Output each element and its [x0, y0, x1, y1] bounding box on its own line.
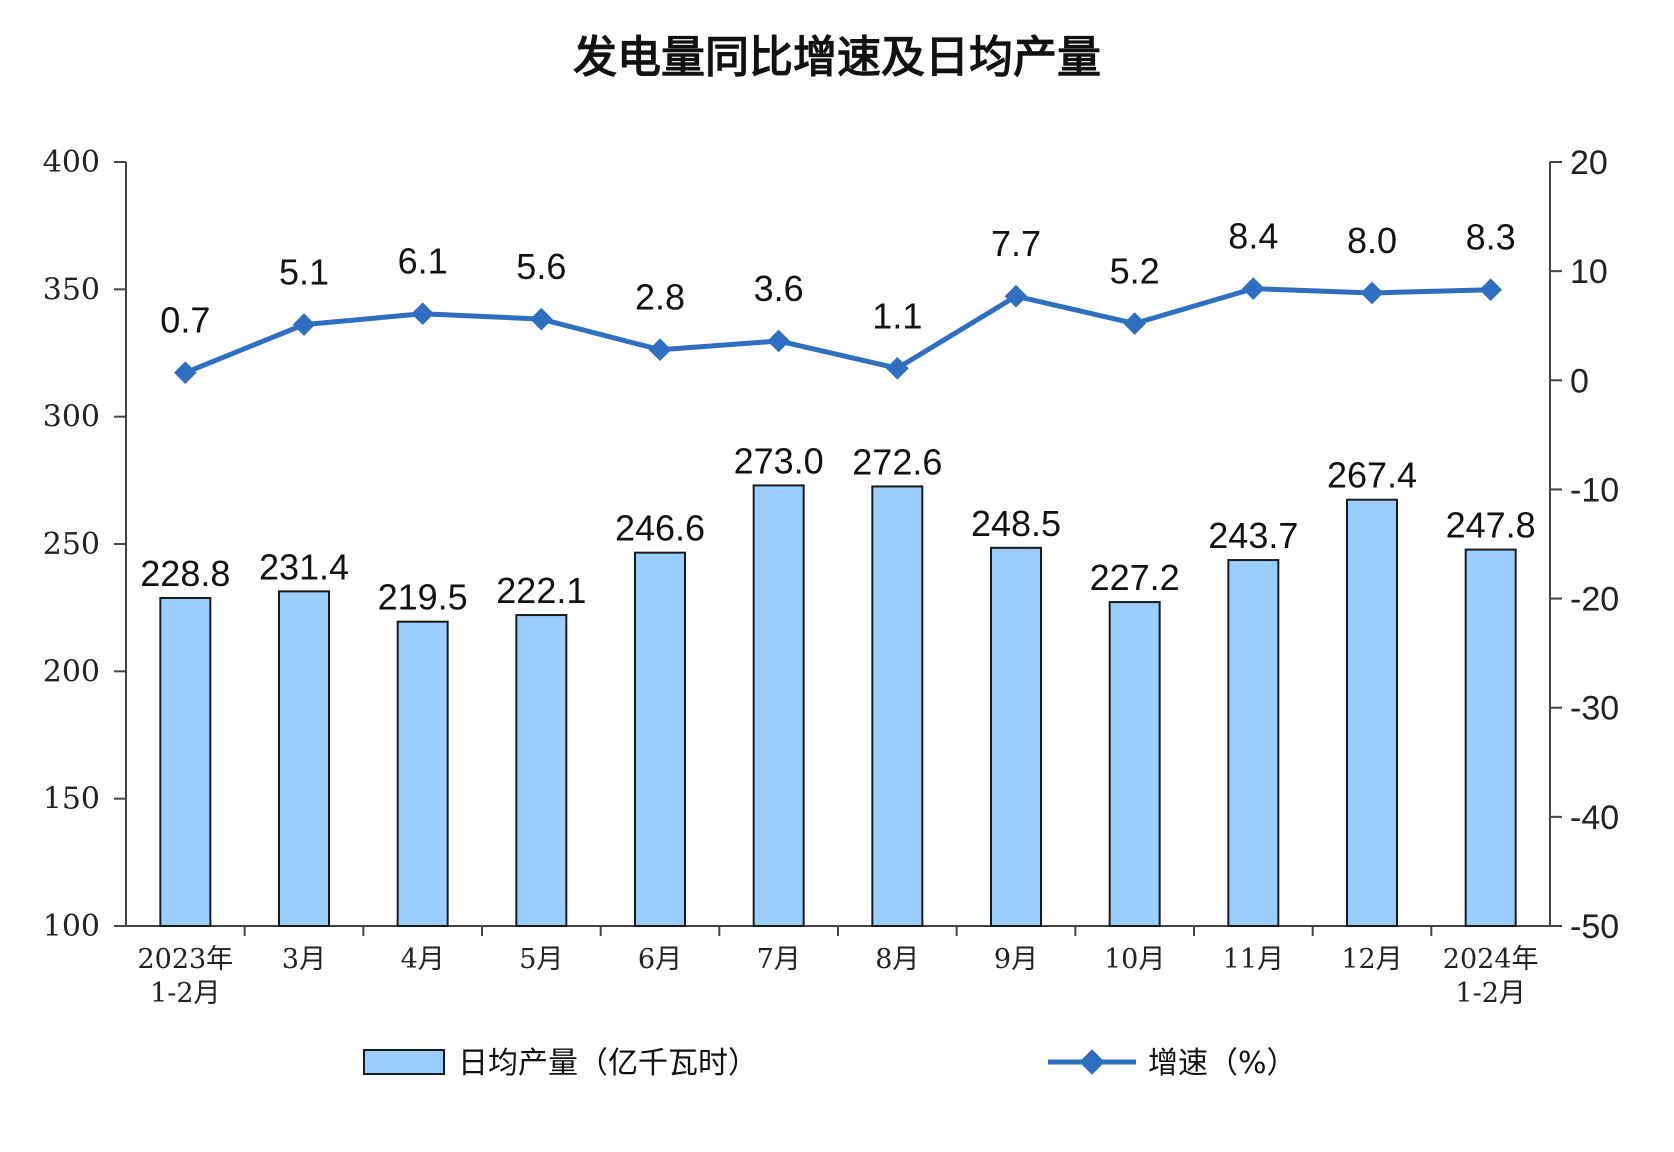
bar-data-label: 228.8 — [140, 553, 230, 594]
bar-data-label: 222.1 — [496, 570, 586, 611]
line-marker — [1123, 312, 1146, 335]
left-axis-tick-label: 150 — [43, 782, 100, 817]
bar — [1227, 559, 1280, 927]
x-axis-tick-label: 7月 — [757, 944, 801, 975]
right-axis-tick-label: 0 — [1570, 362, 1589, 400]
right-axis-tick-label: 10 — [1570, 253, 1608, 291]
legend-line-label: 增速（%） — [1148, 1046, 1297, 1081]
x-axis-tick-label: 4月 — [401, 944, 445, 975]
left-axis-tick-label: 200 — [43, 654, 100, 689]
line-series: 0.7 5.1 6.1 5.6 2.8 3.6 1.1 7.7 5.2 8.4 8.0 8.3 — [160, 216, 1516, 384]
line-marker — [1004, 284, 1028, 308]
line-data-label: 1.1 — [872, 295, 922, 336]
left-axis-tick-label: 400 — [43, 145, 100, 180]
line-marker — [1479, 278, 1502, 302]
x-axis-tick-label: 9月 — [994, 944, 1038, 975]
x-axis-tick-label: 6月 — [638, 944, 682, 975]
line-marker — [530, 307, 553, 331]
legend-bar-swatch — [363, 1049, 445, 1075]
x-axis-tick-label: 1-2月 — [150, 978, 220, 1009]
line-data-label: 6.1 — [398, 241, 448, 282]
line-data-label: 8.4 — [1228, 216, 1278, 257]
line-marker — [411, 302, 434, 326]
line-marker — [648, 338, 672, 362]
bar — [990, 546, 1042, 927]
bar — [278, 590, 330, 927]
line-marker — [767, 329, 790, 353]
bar — [1346, 498, 1398, 927]
line-data-label: 7.7 — [991, 223, 1041, 264]
right-axis-tick-label: -40 — [1570, 799, 1619, 837]
left-axis-tick-label: 300 — [43, 400, 100, 435]
bar-data-label: 227.2 — [1090, 557, 1180, 598]
line-marker — [174, 361, 197, 384]
bar-data-label: 273.0 — [734, 440, 824, 481]
bar-data-label: 219.5 — [378, 577, 468, 618]
legend-line-marker — [1079, 1049, 1105, 1075]
line-data-label: 5.1 — [279, 252, 329, 293]
left-axis: 100 150 200 250 300 350 400 — [43, 145, 127, 944]
bar-series: 228.8 231.4 219.5 222.1 246.6 273.0 272.6 248.5… — [140, 440, 1536, 928]
line-path — [184, 286, 1491, 375]
line-marker — [1360, 281, 1384, 305]
line-marker — [886, 356, 909, 380]
bar — [752, 484, 805, 927]
bar-data-label: 248.5 — [971, 503, 1061, 544]
legend-bar-label: 日均产量（亿千瓦时） — [458, 1046, 758, 1081]
right-axis-tick-label: -30 — [1570, 690, 1619, 728]
x-axis-tick-label: 2023年 — [137, 944, 233, 975]
line-data-label: 8.0 — [1347, 220, 1397, 261]
line-data-label: 3.6 — [754, 268, 804, 309]
line-marker — [292, 313, 316, 336]
right-axis-tick-label: -20 — [1570, 581, 1619, 619]
line-data-label: 5.2 — [1110, 251, 1160, 292]
bar-data-label: 247.8 — [1446, 505, 1536, 546]
bar — [871, 485, 924, 927]
x-axis-tick-label: 12月 — [1341, 944, 1402, 975]
bar — [1464, 548, 1517, 927]
x-axis-tick-label: 8月 — [875, 944, 919, 975]
right-axis-tick-label: -10 — [1570, 471, 1619, 509]
right-axis-tick-label: -50 — [1570, 908, 1619, 946]
x-axis-tick-label: 1-2月 — [1455, 978, 1525, 1009]
bar — [634, 551, 686, 928]
bar — [515, 614, 568, 927]
line-data-label: 8.3 — [1466, 217, 1516, 258]
left-axis-tick-label: 350 — [43, 272, 100, 307]
bar-data-label: 246.6 — [615, 508, 705, 549]
line-data-label: 0.7 — [160, 300, 210, 341]
line-marker — [1242, 277, 1265, 300]
bar-data-label: 272.6 — [852, 441, 942, 482]
bar-data-label: 243.7 — [1208, 515, 1298, 556]
bar — [159, 596, 212, 927]
bar — [1108, 601, 1161, 928]
x-axis-tick-label: 5月 — [519, 944, 563, 975]
bar-data-label: 231.4 — [259, 546, 349, 587]
x-axis-tick-label: 2024年 — [1443, 944, 1539, 975]
x-axis-tick-label: 3月 — [282, 944, 326, 975]
bar — [396, 620, 449, 927]
chart-title: 发电量同比增速及日均产量 — [573, 32, 1101, 83]
x-axis-tick-label: 11月 — [1223, 944, 1284, 975]
line-data-label: 5.6 — [516, 246, 566, 287]
x-axis-tick-label: 10月 — [1104, 944, 1165, 975]
left-axis-tick-label: 250 — [43, 527, 100, 562]
bar-data-label: 267.4 — [1327, 455, 1417, 496]
line-data-label: 2.8 — [635, 277, 685, 318]
left-axis-tick-label: 100 — [43, 909, 100, 944]
right-axis: -50 -40 -30 -20 -10 0 10 20 — [1549, 144, 1619, 946]
right-axis-tick-label: 20 — [1570, 144, 1608, 182]
legend: 日均产量（亿千瓦时） 增速（%） — [363, 1046, 1297, 1081]
